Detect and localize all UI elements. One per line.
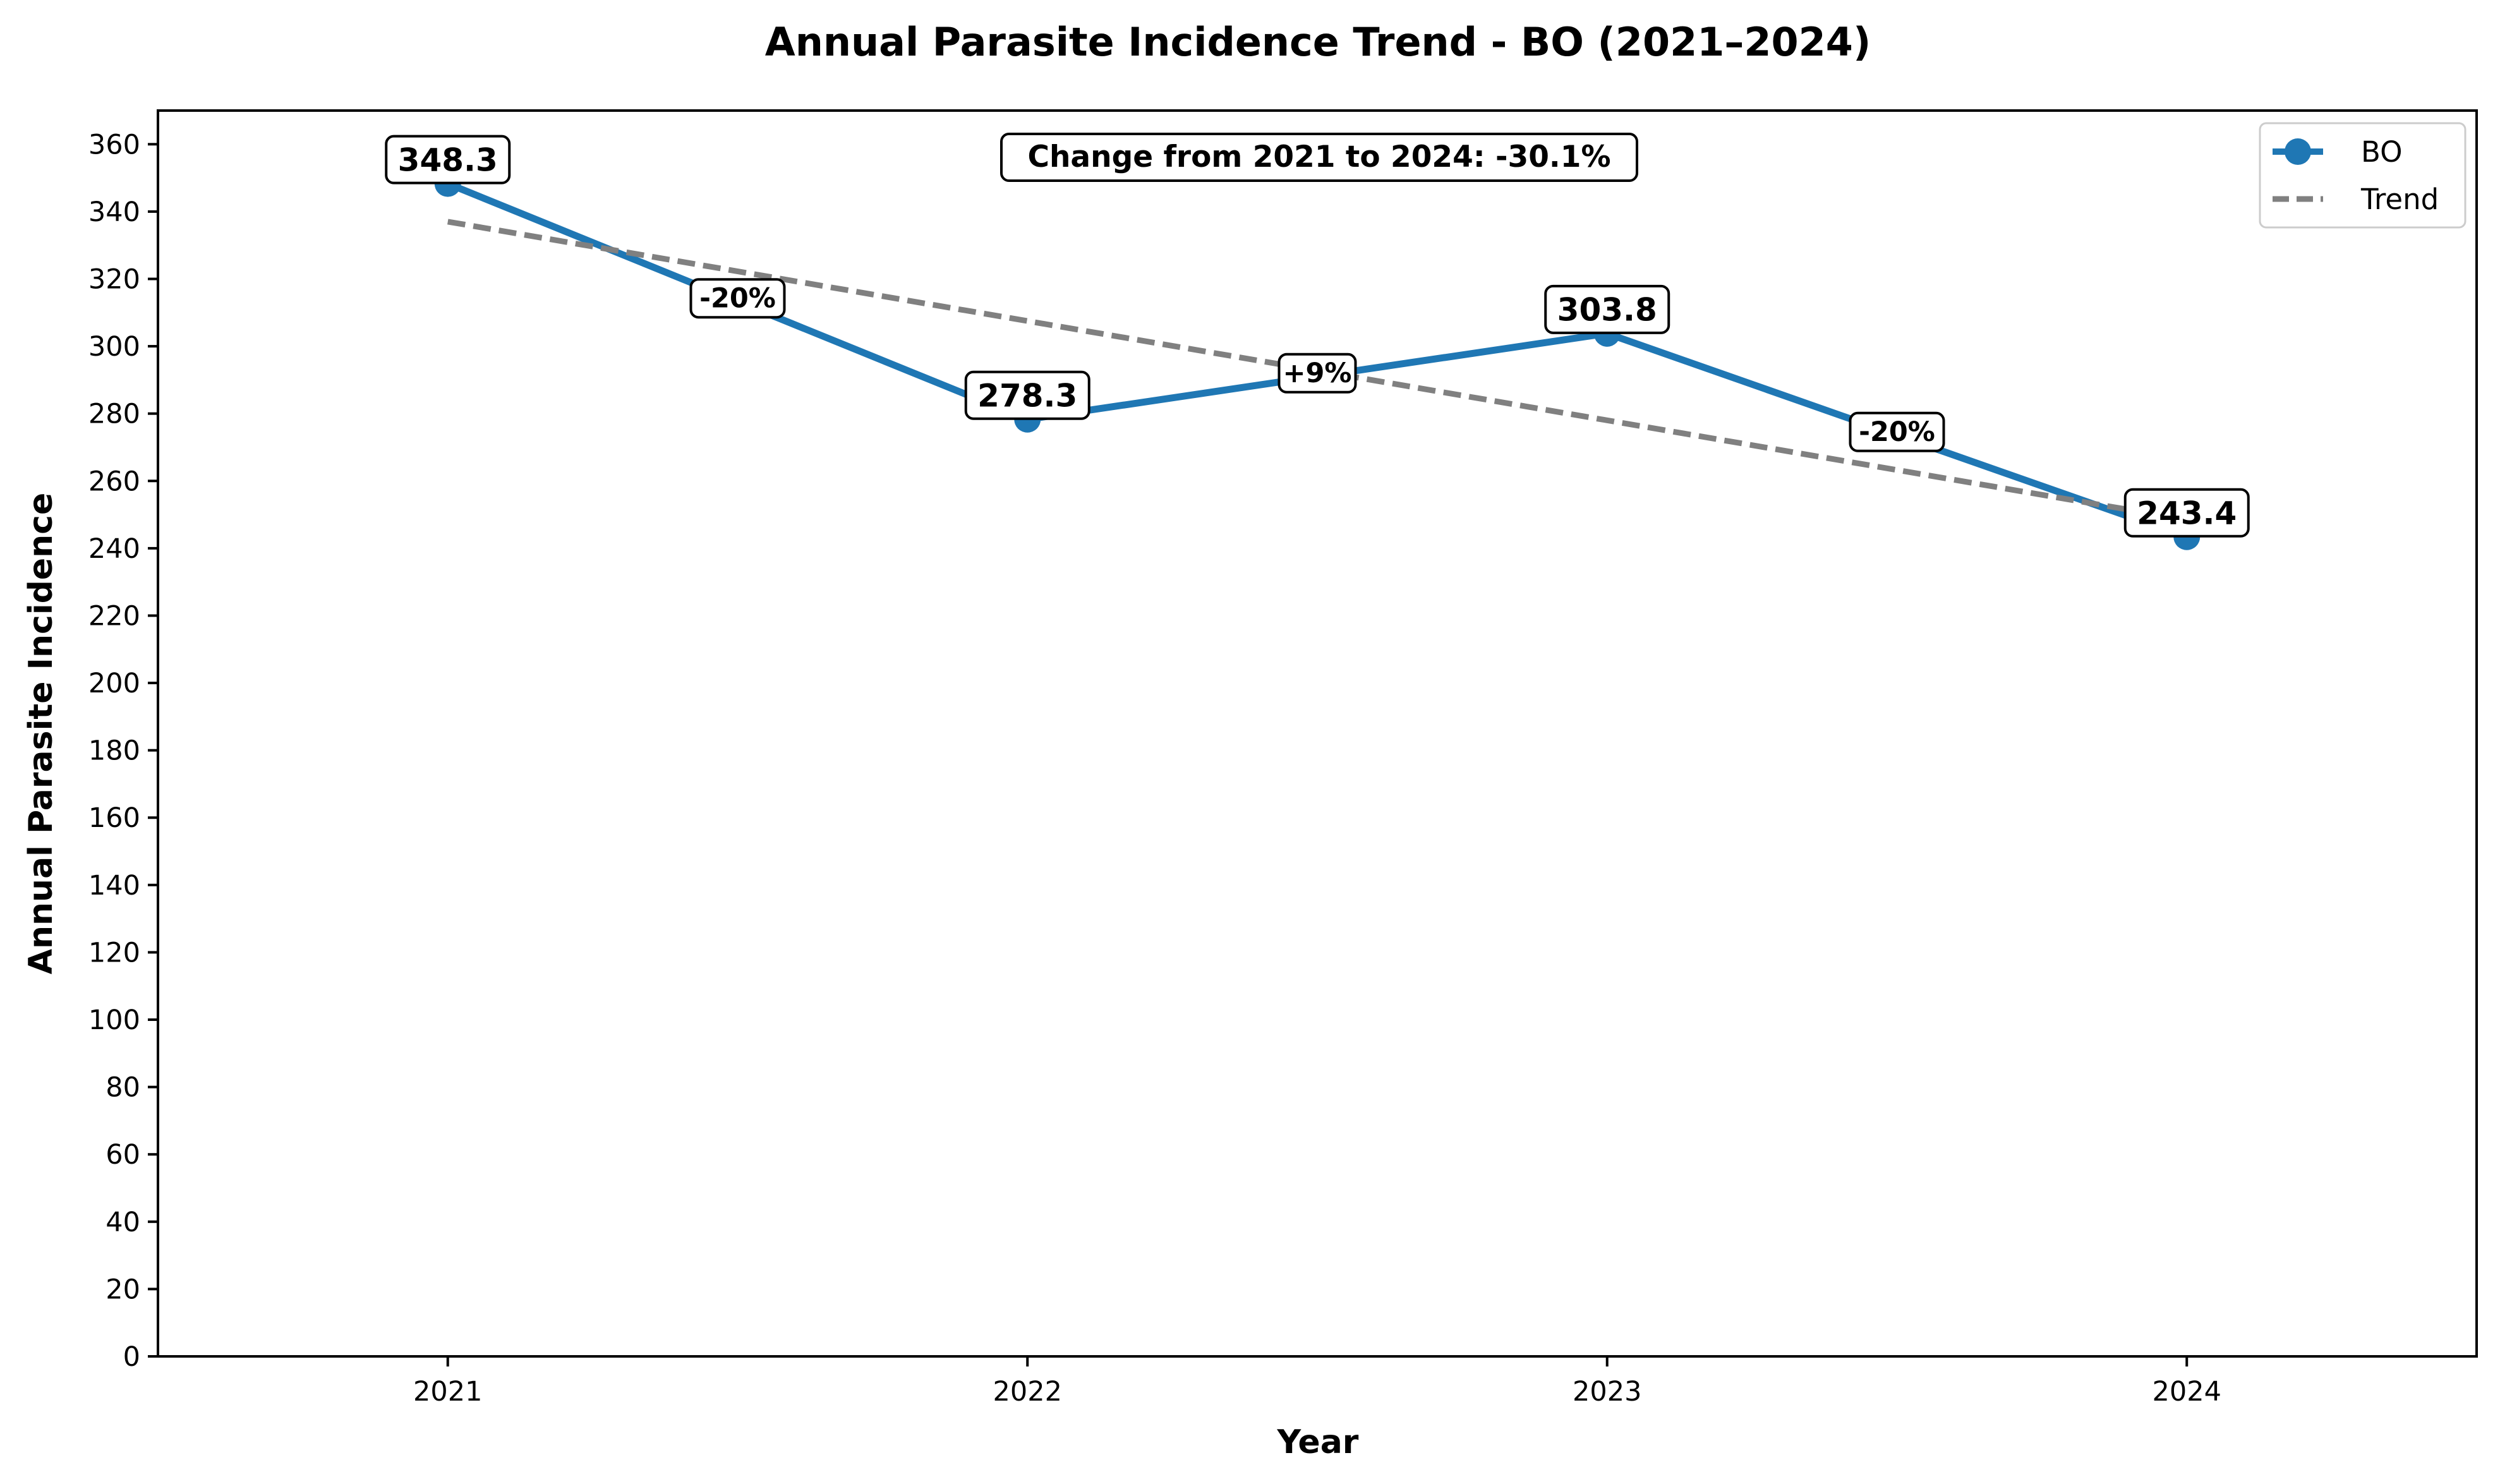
data-label-2021-text: 348.3	[398, 142, 498, 178]
x-tick-label-2023: 2023	[1573, 1376, 1641, 1408]
plot-frame	[157, 109, 2478, 1358]
legend-label-trend: Trend	[2360, 183, 2439, 216]
data-label-2022-text: 278.3	[977, 377, 1077, 414]
data-label-2021-box	[385, 135, 511, 184]
y-tick-label-160: 160	[88, 802, 140, 834]
y-tick-label-80: 80	[106, 1072, 140, 1104]
change-summary-annotation: Change from 2021 to 2024: -30.1%	[1000, 133, 1638, 182]
legend-label-bo: BO	[2361, 135, 2403, 169]
plot-area: 348.3 278.3 303.8 243.4 -20% +9% -20%	[385, 135, 2250, 550]
y-tick-label-180: 180	[88, 735, 140, 767]
y-tick-label-320: 320	[88, 263, 140, 295]
y-tick-label-120: 120	[88, 937, 140, 968]
data-label-2023-box	[1544, 284, 1670, 334]
x-tick-label-2024: 2024	[2153, 1376, 2221, 1408]
segment-change-label-3: -20%	[1849, 411, 1945, 452]
y-tick-label-220: 220	[88, 600, 140, 632]
y-tick-label-360: 360	[88, 129, 140, 160]
data-label-2023-text: 303.8	[1557, 292, 1657, 329]
segment-change-label-2-text: +9%	[1283, 358, 1351, 389]
y-tick-label-40: 40	[106, 1207, 140, 1238]
x-tick-label-2021: 2021	[413, 1376, 482, 1408]
segment-change-label-3-box	[1849, 411, 1945, 452]
y-tick-label-200: 200	[88, 668, 140, 699]
change-summary-box	[1000, 133, 1638, 182]
data-label-2024-box	[2123, 488, 2250, 538]
data-label-2023: 303.8	[1544, 284, 1670, 334]
x-axis-ticks: 2021 2022 2023 2024	[413, 1356, 2221, 1408]
y-axis-ticks: 0 20 40 60 80 100 120 140 160 180 200 220 240 260 280 3…	[88, 129, 158, 1373]
y-tick-label-140: 140	[88, 870, 140, 902]
segment-change-label-1-text: -20%	[699, 283, 776, 315]
segment-change-label-2: +9%	[1277, 353, 1357, 394]
y-tick-label-340: 340	[88, 196, 140, 228]
data-label-2024: 243.4	[2123, 488, 2250, 538]
y-tick-label-260: 260	[88, 466, 140, 497]
chart-title: Annual Parasite Incidence Trend - BO (20…	[765, 19, 1871, 65]
data-label-2024-text: 243.4	[2137, 495, 2237, 532]
segment-change-label-1-box	[689, 278, 786, 319]
y-axis-label: Annual Parasite Incidence	[22, 493, 60, 974]
data-label-2022: 278.3	[964, 370, 1090, 420]
y-tick-label-0: 0	[123, 1341, 140, 1373]
segment-change-label-3-text: -20%	[1859, 416, 1935, 448]
segment-change-label-1: -20%	[689, 278, 786, 319]
y-tick-label-100: 100	[88, 1004, 140, 1036]
data-label-2021: 348.3	[385, 135, 511, 184]
y-tick-label-60: 60	[106, 1139, 140, 1171]
y-tick-label-300: 300	[88, 331, 140, 363]
legend-marker-bo	[2285, 138, 2311, 165]
y-tick-label-20: 20	[106, 1274, 140, 1305]
data-label-2022-box	[964, 370, 1090, 420]
legend: BO Trend	[2259, 122, 2467, 229]
x-axis-label: Year	[1277, 1423, 1359, 1461]
y-tick-label-240: 240	[88, 533, 140, 565]
change-summary-text: Change from 2021 to 2024: -30.1%	[1027, 140, 1610, 174]
y-tick-label-280: 280	[88, 399, 140, 430]
x-tick-label-2022: 2022	[993, 1376, 1062, 1408]
segment-change-label-2-box	[1277, 353, 1357, 394]
